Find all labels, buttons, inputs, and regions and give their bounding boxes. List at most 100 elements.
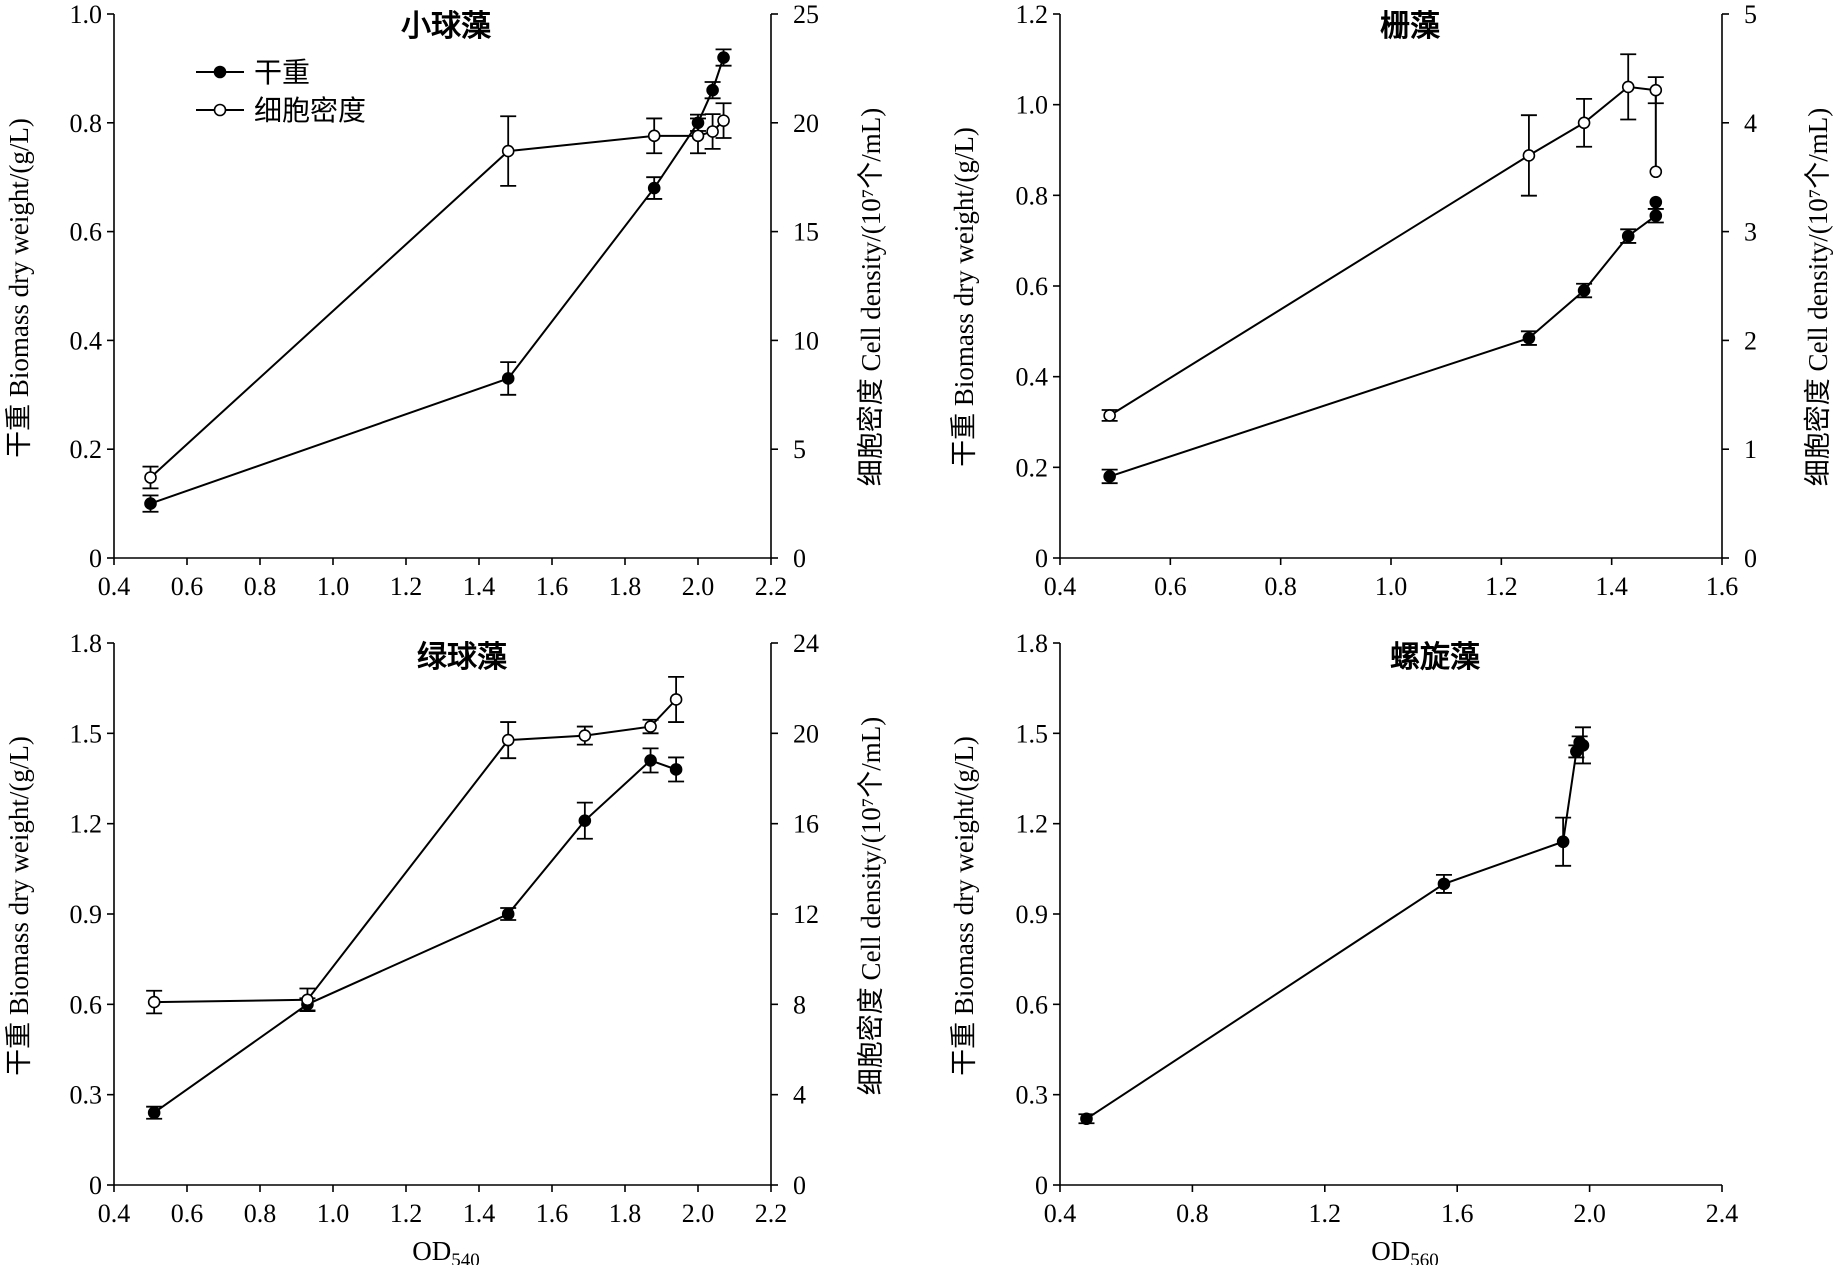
panel-2-x-tick-label: 1.4: [1595, 572, 1628, 601]
panel-3-ylabel-right: 细胞密度 Cell density/(10⁷个/mL): [856, 717, 886, 1095]
panel-1-x-tick-label: 2.2: [755, 572, 788, 601]
panel-1: 0.4 0.6 0.8 1.0 1.2 1.4 1.6 1.8 2.0 2.200.20.40.6…: [70, 0, 820, 601]
panel-3-x-tick-label: 0.4: [98, 1199, 131, 1228]
panel-3-point-cell-density: [669, 693, 683, 706]
panel-1-y-tick-label-left: 0.2: [70, 435, 103, 464]
legend-marker-cell-density: [213, 103, 227, 117]
panel-4-y-tick-label-left: 1.2: [1016, 810, 1049, 839]
panel-4-x-tick-label: 1.6: [1441, 1199, 1474, 1228]
panel-4-line-dry-weight: [1085, 740, 1584, 1120]
panel-1-point-cell-density: [706, 125, 719, 138]
panel-3-y-tick-label-right: 16: [793, 810, 819, 839]
panel-1-point-dry-weight: [706, 83, 719, 97]
panel-4-x-tick-label: 1.2: [1309, 1199, 1342, 1228]
panel-3-point-dry-weight: [644, 754, 657, 767]
panel-3-x-tick-label: 2.2: [755, 1199, 788, 1228]
panel-3-point-cell-density: [578, 729, 592, 742]
panel-3-x-tick-label: 1.2: [390, 1199, 423, 1228]
panel-3-y-tick-label-left: 1.2: [70, 810, 103, 839]
panel-3-x-tick-label: 1.0: [317, 1199, 350, 1228]
panel-1-point-cell-density: [647, 129, 661, 143]
panel-1-y-tick-label-right: 5: [793, 435, 806, 464]
panel-1-line-cell-density: [149, 119, 725, 479]
panel-1-x-tick-label: 1.6: [536, 572, 569, 601]
panel-4-title: 螺旋藻: [1390, 641, 1481, 674]
panel-1-point-cell-density: [144, 471, 157, 484]
panel-1-line-dry-weight: [150, 57, 725, 505]
panel-1-y-tick-label-right: 20: [793, 109, 819, 138]
panel-2-point-dry-weight: [1577, 284, 1591, 297]
panel-1-x-tick-label: 1.2: [390, 572, 423, 601]
panel-2-point-dry-weight: [1649, 195, 1663, 209]
panel-3-x-tick-label: 1.8: [609, 1199, 642, 1228]
panel-3-y-tick-label-right: 4: [793, 1081, 806, 1110]
panel-2-y-tick-label-left: 1.0: [1016, 91, 1049, 120]
panel-1-x-tick-label: 1.8: [609, 572, 642, 601]
panel-3-point-cell-density: [147, 995, 161, 1009]
panel-3-point-dry-weight: [669, 763, 683, 776]
panel-1-point-cell-density: [691, 129, 705, 143]
panel-1-y-tick-label-left: 0.6: [70, 218, 103, 247]
panel-4-x-tick-label: 2.0: [1573, 1199, 1606, 1228]
panel-2-y-tick-label-left: 0.6: [1016, 272, 1049, 301]
legend-label-cell-density: 细胞密度: [254, 95, 366, 127]
panel-4-x-tick-label: 2.4: [1706, 1199, 1739, 1228]
panel-2-point-dry-weight: [1522, 331, 1536, 345]
plot-area: 0.4 0.6 0.8 1.0 1.2 1.4 1.6 1.8 2.0 2.2 0 0.2 0.4 0.6…: [70, 0, 1758, 1228]
panel-2-point-cell-density: [1103, 409, 1116, 422]
panel-2-ylabel-right: 细胞密度 Cell density/(10⁷个/mL): [1803, 108, 1833, 486]
panel-4-y-tick-label-left: 1.5: [1016, 719, 1049, 748]
panel-4-xlabel: OD560: [1371, 1236, 1439, 1265]
panel-4-x-tick-label: 0.8: [1176, 1199, 1209, 1228]
panel-2-x-tick-label: 1.6: [1706, 572, 1739, 601]
panel-3-point-dry-weight: [578, 814, 592, 827]
panel-2-x-tick-label: 1.0: [1375, 572, 1408, 601]
panel-4: 0.4 0.8 1.2 1.6 2.0 2.4 0 0.3 0.6 0.9 1.2 1.5 1.8: [1016, 629, 1739, 1228]
panel-4-ylabel-left: 干重 Biomass dry weight/(g/L): [949, 736, 979, 1076]
panel-3-y-tick-label-left: 0.9: [70, 900, 103, 929]
panel-4-point-dry-weight: [1437, 877, 1451, 891]
panel-3-y-tick-label-right: 24: [793, 629, 819, 658]
panel-2-y-tick-label-right: 4: [1744, 109, 1757, 138]
panel-1-point-cell-density: [717, 114, 730, 127]
panel-3-y-tick-label-left: 0.6: [70, 990, 103, 1019]
panel-2-y-tick-label-right: 2: [1744, 326, 1757, 355]
panel-3-y-tick-label-left: 1.5: [70, 719, 103, 748]
panel-4-y-tick-label-left: 0.3: [1016, 1081, 1049, 1110]
panel-3-y-tick-label-right: 20: [793, 719, 819, 748]
panel-4-y-tick-label-left: 1.8: [1016, 629, 1049, 658]
panel-2-point-cell-density: [1621, 80, 1635, 94]
panel-2-y-tick-label-left: 1.2: [1016, 0, 1049, 29]
panel-1-point-cell-density: [501, 144, 515, 158]
panel-2-y-tick-label-left: 0.8: [1016, 181, 1049, 210]
panel-1-point-dry-weight: [717, 51, 730, 64]
panel-1-ylabel-left: 干重 Biomass dry weight/(g/L): [4, 118, 34, 458]
panel-3-y-tick-label-left: 0: [89, 1171, 102, 1200]
panel-2-y-tick-label-right: 0: [1744, 544, 1757, 573]
panel-4-point-dry-weight: [1080, 1112, 1093, 1126]
panel-2-point-cell-density: [1649, 83, 1663, 97]
panel-2-line-cell-density: [1109, 85, 1657, 417]
panel-3-y-tick-label-left: 0.3: [70, 1081, 103, 1110]
legend-marker-dry-weight: [213, 65, 227, 79]
panel-1-y-tick-label-left: 0: [89, 544, 102, 573]
panel-1-y-tick-label-right: 15: [793, 218, 819, 247]
panel-3-point-dry-weight: [501, 907, 515, 921]
panel-3-ylabel-left: 干重 Biomass dry weight/(g/L): [4, 736, 34, 1076]
panel-4-point-dry-weight: [1576, 739, 1590, 752]
panel-2-x-tick-label: 1.2: [1485, 572, 1518, 601]
panel-4-x-tick-label: 0.4: [1044, 1199, 1077, 1228]
panel-1-x-tick-label: 1.4: [463, 572, 496, 601]
panel-1-x-tick-label: 0.4: [98, 572, 131, 601]
panel-3-point-cell-density: [301, 993, 314, 1007]
panel-2-y-tick-label-left: 0.4: [1016, 363, 1049, 392]
panel-2-y-tick-label-right: 5: [1744, 0, 1757, 29]
panel-3-point-cell-density: [501, 733, 515, 747]
panel-3-x-tick-label: 0.6: [171, 1199, 204, 1228]
panel-3-y-tick-label-right: 8: [793, 990, 806, 1019]
panel-4-point-dry-weight: [1556, 835, 1570, 849]
panel-1-point-dry-weight: [647, 181, 661, 195]
panel-3-xlabel: OD540: [412, 1236, 480, 1265]
panel-1-x-tick-label: 0.8: [244, 572, 277, 601]
